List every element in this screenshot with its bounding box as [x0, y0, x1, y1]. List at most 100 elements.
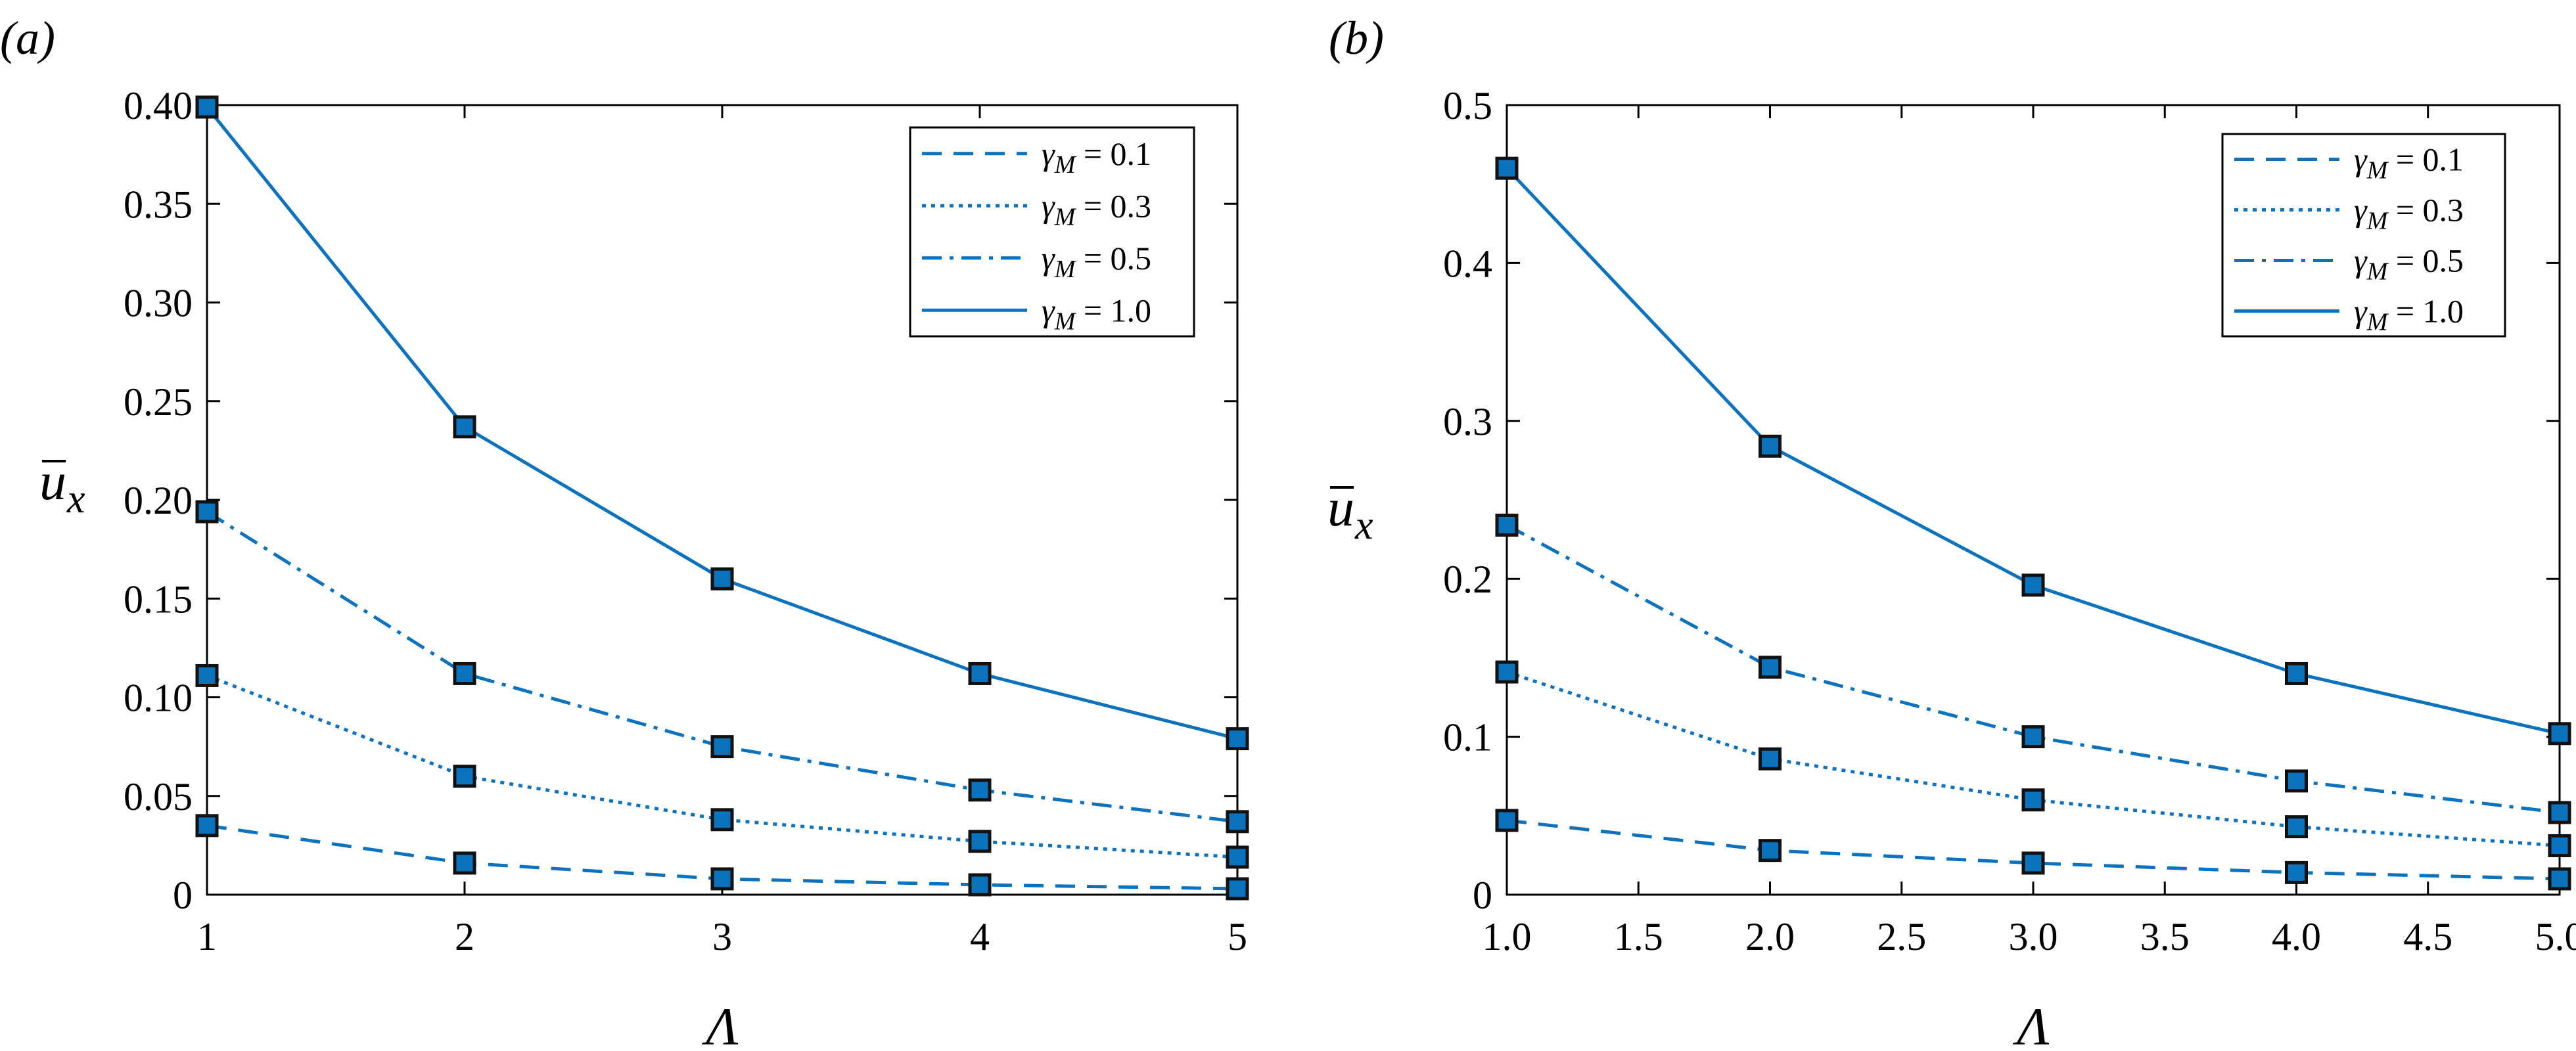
data-point-marker — [2285, 861, 2308, 884]
legend-subscript: M — [1054, 151, 1077, 179]
data-point-marker — [1759, 747, 1782, 771]
y-tick-label: 0.40 — [124, 84, 193, 127]
data-point-marker — [1759, 434, 1782, 458]
legend-subscript: M — [2366, 258, 2389, 286]
legend-value: = 1.0 — [1075, 292, 1151, 328]
data-point-marker — [710, 808, 734, 832]
data-point-marker — [1226, 845, 1249, 869]
legend-entry-label: γM = 0.3 — [2354, 192, 2464, 235]
y-tick-label: 0.10 — [124, 677, 193, 720]
legend-entry-label: γM = 0.1 — [1042, 135, 1151, 179]
legend-gamma: γ — [1042, 187, 1055, 224]
legend-gamma: γ — [2354, 141, 2368, 178]
y-tick-label: 0 — [173, 874, 193, 917]
data-point-marker — [2548, 722, 2571, 746]
legend-entry-label: γM = 1.0 — [1042, 292, 1151, 335]
data-point-marker — [968, 873, 992, 897]
data-point-marker — [2021, 851, 2045, 875]
legend-gamma: γ — [1042, 135, 1055, 172]
data-point-marker — [1226, 877, 1249, 901]
legend-entry-label: γM = 1.0 — [2354, 293, 2464, 336]
panel-label: (b) — [1329, 12, 1384, 64]
data-point-marker — [2285, 815, 2308, 839]
legend-value: = 0.1 — [2387, 141, 2464, 178]
y-tick-label: 0 — [1473, 874, 1492, 917]
x-axis-label: Λ — [2012, 996, 2050, 1051]
data-point-marker — [2548, 801, 2571, 824]
y-tick-label: 0.05 — [124, 775, 193, 818]
data-point-marker — [2021, 788, 2045, 812]
legend-subscript: M — [2366, 208, 2389, 235]
legend-entry-label: γM = 0.1 — [2354, 141, 2464, 185]
data-point-marker — [1495, 513, 1519, 537]
x-tick-label: 4 — [970, 915, 990, 958]
data-point-marker — [453, 851, 476, 875]
data-point-marker — [1495, 156, 1519, 180]
x-tick-label: 3 — [712, 915, 732, 958]
data-point-marker — [968, 830, 992, 853]
data-point-marker — [2021, 725, 2045, 749]
y-axis-label-subscript: x — [1354, 503, 1373, 548]
data-point-marker — [195, 663, 219, 687]
y-axis-label-subscript: x — [66, 477, 85, 522]
data-point-marker — [1226, 727, 1249, 751]
legend-value: = 0.1 — [1075, 135, 1151, 172]
y-tick-label: 0.35 — [124, 183, 193, 226]
data-point-marker — [1759, 839, 1782, 862]
x-tick-label: 2.0 — [1745, 915, 1795, 958]
y-tick-label: 0.3 — [1443, 400, 1492, 443]
legend: γM = 0.1γM = 0.3γM = 0.5γM = 1.0 — [2221, 133, 2506, 338]
data-point-marker — [453, 765, 476, 788]
legend-subscript: M — [2366, 157, 2389, 185]
x-tick-label: 1.0 — [1483, 915, 1532, 958]
legend-value: = 0.5 — [1075, 240, 1151, 277]
legend-gamma: γ — [1042, 292, 1055, 328]
data-point-marker — [1759, 656, 1782, 679]
y-tick-label: 0.25 — [124, 380, 193, 424]
data-point-marker — [2285, 661, 2308, 685]
data-point-marker — [2021, 573, 2045, 597]
legend-value: = 0.5 — [2387, 242, 2464, 279]
data-point-marker — [2548, 867, 2571, 891]
x-tick-label: 2.5 — [1877, 915, 1926, 958]
y-tick-label: 0.20 — [124, 479, 193, 522]
legend-value: = 0.3 — [2387, 192, 2464, 229]
data-point-marker — [968, 778, 992, 802]
legend: γM = 0.1γM = 0.3γM = 0.5γM = 1.0 — [909, 126, 1195, 338]
legend-subscript: M — [1054, 203, 1077, 231]
legend-gamma: γ — [2354, 192, 2368, 229]
data-point-marker — [453, 415, 476, 439]
series-line-dashdot — [1506, 524, 2560, 815]
legend-box — [2221, 133, 2506, 338]
panel-a: (a) 1 2 3 4 5 0 0.05 0.10 0.15 0.20 0.25 0.30 0.35 0.4… — [0, 12, 1249, 1051]
y-tick-label: 0.30 — [124, 282, 193, 325]
data-point-marker — [1495, 809, 1519, 832]
data-point-marker — [1226, 810, 1249, 834]
y-tick-label: 0.15 — [124, 577, 193, 621]
x-tick-label: 2 — [455, 915, 474, 958]
data-point-marker — [2548, 834, 2571, 857]
panel-b: (b) 1.0 1.5 2.0 2.5 3.0 3.5 4.0 4.5 5.0 0 0.1 0.2 0.3… — [1327, 12, 2576, 1051]
y-tick-label: 0.5 — [1443, 84, 1492, 127]
legend-gamma: γ — [2354, 293, 2368, 330]
data-point-marker — [2285, 769, 2308, 793]
data-point-marker — [453, 661, 476, 685]
legend-box — [909, 126, 1195, 338]
legend-subscript: M — [2366, 309, 2389, 336]
data-point-marker — [195, 500, 219, 524]
x-tick-label: 4.5 — [2403, 915, 2452, 958]
legend-value: = 0.3 — [1075, 187, 1151, 224]
legend-subscript: M — [1054, 307, 1077, 335]
data-point-marker — [968, 661, 992, 685]
series-line-dashed — [1506, 818, 2560, 881]
y-tick-label: 0.2 — [1443, 558, 1492, 601]
series-line-dotted — [206, 674, 1238, 859]
legend-entry-label: γM = 0.5 — [2354, 242, 2464, 286]
legend-entry-label: γM = 0.3 — [1042, 187, 1151, 231]
legend-entry-label: γM = 0.5 — [1042, 240, 1151, 283]
data-point-marker — [710, 735, 734, 759]
legend-gamma: γ — [2354, 242, 2368, 279]
